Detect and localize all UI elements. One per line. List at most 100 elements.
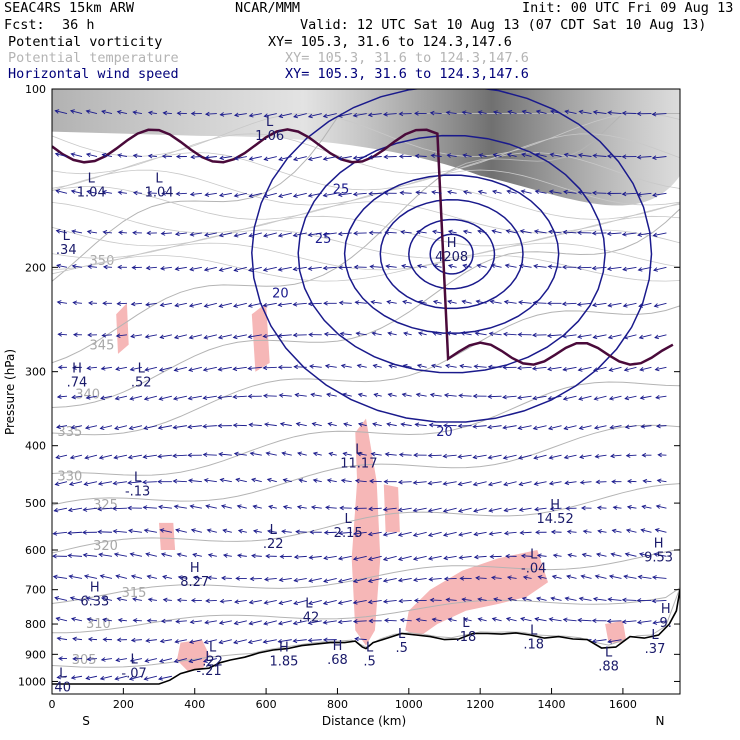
wind-vector-head bbox=[206, 528, 212, 533]
wind-vector-head bbox=[219, 155, 225, 161]
theta-contour bbox=[52, 424, 680, 506]
wind-vector-shaft bbox=[639, 334, 652, 339]
wind-vector-head bbox=[535, 109, 541, 115]
wind-vector-head bbox=[549, 506, 555, 512]
wind-vector bbox=[54, 109, 68, 114]
wind-vector bbox=[338, 300, 352, 306]
wind-vector-head bbox=[145, 265, 151, 271]
wind-vector bbox=[352, 155, 367, 161]
wind-vector bbox=[55, 616, 68, 622]
wind-vector-head bbox=[493, 597, 498, 602]
wind-vector bbox=[460, 331, 472, 336]
wind-vector bbox=[325, 505, 337, 510]
wind-vector-head bbox=[636, 111, 642, 117]
wind-vector-shaft bbox=[190, 620, 202, 623]
wind-vector-head bbox=[547, 396, 553, 401]
wind-vector-shaft bbox=[520, 230, 532, 234]
wind-vector bbox=[653, 302, 667, 308]
wind-vector-head bbox=[472, 454, 478, 460]
wind-vector-shaft bbox=[116, 575, 128, 579]
wind-vector-head bbox=[277, 333, 283, 338]
wind-vector bbox=[176, 552, 187, 558]
wind-vector-shaft bbox=[448, 230, 457, 234]
wind-vector-head bbox=[563, 454, 569, 460]
wind-vector-head bbox=[656, 478, 662, 484]
wind-vector-head bbox=[172, 478, 178, 484]
wind-vector bbox=[294, 392, 307, 398]
wind-vector-head bbox=[562, 264, 567, 270]
wind-vector-head bbox=[130, 301, 136, 307]
wind-vector-shaft bbox=[326, 393, 337, 397]
wind-vector-head bbox=[188, 478, 193, 484]
wind-vector-head bbox=[248, 267, 253, 272]
wind-vector-shaft bbox=[56, 454, 68, 459]
wind-vector bbox=[578, 596, 592, 602]
wind-vector-head bbox=[548, 617, 554, 622]
wind-vector-shaft bbox=[401, 265, 412, 268]
wind-vector bbox=[561, 301, 577, 307]
wind-vector bbox=[532, 395, 547, 401]
wind-vector-shaft bbox=[595, 575, 607, 579]
wind-vector-shaft bbox=[145, 366, 158, 371]
wind-vector-shaft bbox=[520, 618, 532, 622]
wind-vector-shaft bbox=[234, 453, 247, 456]
wind-vector-head bbox=[382, 507, 388, 512]
wind-vector-shaft bbox=[641, 529, 652, 533]
wind-vector bbox=[431, 617, 442, 623]
wind-vector-shaft bbox=[143, 506, 157, 509]
wind-vector-shaft bbox=[83, 507, 98, 511]
wind-vector bbox=[205, 504, 217, 509]
theta-contour-upper bbox=[52, 113, 680, 157]
wind-vector bbox=[592, 596, 607, 602]
extremum-marker: L.52 bbox=[131, 362, 152, 391]
wind-vector-shaft bbox=[578, 619, 592, 622]
wind-vector-shaft bbox=[654, 553, 667, 557]
wind-vector-shaft bbox=[358, 393, 367, 397]
wind-vector-head bbox=[341, 392, 347, 398]
wind-vector-shaft bbox=[598, 530, 607, 533]
wind-vector-shaft bbox=[338, 113, 352, 117]
wind-vector-shaft bbox=[413, 507, 427, 512]
wind-vector bbox=[234, 599, 247, 604]
wind-vector-head bbox=[445, 363, 450, 369]
wind-vector bbox=[517, 454, 532, 460]
wind-vector-shaft bbox=[159, 658, 172, 663]
extremum-type: H bbox=[90, 581, 100, 596]
y-tick-label: 700 bbox=[25, 584, 46, 597]
wind-vector bbox=[247, 365, 262, 371]
wind-vector-head bbox=[506, 152, 512, 158]
wind-vector-head bbox=[415, 392, 421, 398]
theta-contour-label: 315 bbox=[122, 586, 147, 601]
wind-vector bbox=[463, 617, 472, 623]
wind-vector-shaft bbox=[432, 618, 442, 622]
wind-vector bbox=[383, 154, 397, 160]
wind-vector bbox=[352, 112, 367, 118]
wind-vector-shaft bbox=[550, 507, 562, 510]
wind-vector-head bbox=[101, 189, 107, 195]
wind-vector bbox=[429, 392, 442, 398]
wind-vector-head bbox=[533, 481, 539, 486]
wind-vector bbox=[235, 576, 247, 581]
wind-vector bbox=[368, 618, 382, 624]
wind-vector-shaft bbox=[87, 190, 98, 194]
wind-vector bbox=[71, 394, 83, 400]
wind-vector bbox=[427, 531, 442, 537]
wind-vector-head bbox=[68, 574, 74, 579]
wind-vector-head bbox=[626, 505, 632, 510]
wind-vector bbox=[132, 110, 142, 115]
wind-vector bbox=[621, 619, 637, 625]
wind-vector bbox=[402, 363, 412, 369]
wind-vector-shaft bbox=[323, 192, 337, 197]
wind-vector bbox=[457, 481, 472, 487]
wind-vector bbox=[203, 639, 217, 645]
wind-vector bbox=[162, 110, 172, 116]
wind-vector-head bbox=[567, 553, 573, 558]
wind-vector-head bbox=[41, 189, 45, 193]
wind-vector-shaft bbox=[296, 423, 307, 427]
wind-vector-shaft bbox=[473, 454, 487, 459]
wind-vector-shaft bbox=[52, 113, 53, 114]
wind-vector-shaft bbox=[402, 393, 412, 397]
wind-vector-head bbox=[462, 190, 468, 195]
wind-vector bbox=[384, 452, 397, 457]
wind-vector-head bbox=[52, 531, 58, 536]
